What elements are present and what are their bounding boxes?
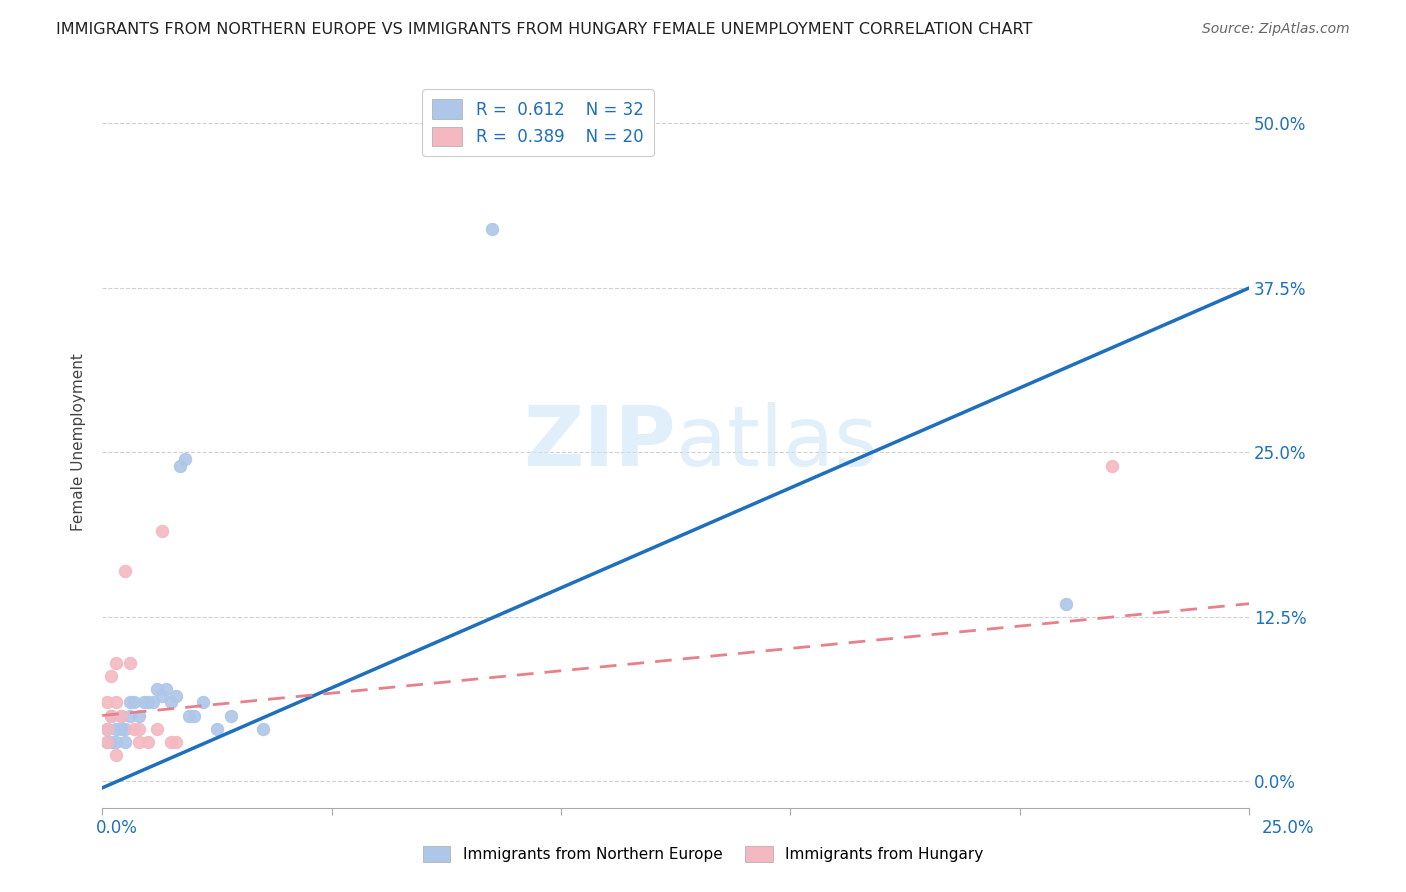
Point [142, 695, 165, 709]
Point [104, 722, 127, 736]
Point [96, 695, 118, 709]
Point [96, 735, 118, 749]
Point [150, 524, 173, 539]
Point [160, 695, 183, 709]
Text: ZIP: ZIP [523, 402, 676, 483]
Point [165, 735, 187, 749]
Text: IMMIGRANTS FROM NORTHERN EUROPE VS IMMIGRANTS FROM HUNGARY FEMALE UNEMPLOYMENT C: IMMIGRANTS FROM NORTHERN EUROPE VS IMMIG… [56, 22, 1032, 37]
Point [1054, 597, 1077, 611]
Point [100, 708, 122, 723]
Legend: R =  0.612    N = 32, R =  0.389    N = 20: R = 0.612 N = 32, R = 0.389 N = 20 [422, 89, 654, 156]
Point [150, 689, 173, 703]
Point [132, 695, 155, 709]
Point [169, 458, 191, 473]
Point [205, 722, 228, 736]
Point [114, 722, 136, 736]
Point [118, 708, 141, 723]
Point [173, 452, 195, 467]
Point [104, 656, 127, 670]
Point [104, 695, 127, 709]
Point [104, 735, 127, 749]
Point [100, 735, 122, 749]
Point [104, 747, 127, 762]
Point [219, 708, 242, 723]
Point [165, 689, 187, 703]
Y-axis label: Female Unemployment: Female Unemployment [72, 353, 86, 532]
Point [100, 708, 122, 723]
Point [136, 695, 159, 709]
Point [124, 722, 146, 736]
Point [96, 722, 118, 736]
Point [96, 735, 118, 749]
Text: 25.0%: 25.0% [1263, 819, 1315, 837]
Point [183, 708, 205, 723]
Text: atlas: atlas [676, 402, 877, 483]
Point [110, 708, 132, 723]
Point [252, 722, 274, 736]
Text: Source: ZipAtlas.com: Source: ZipAtlas.com [1202, 22, 1350, 37]
Point [179, 708, 201, 723]
Point [110, 722, 132, 736]
Point [128, 735, 150, 749]
Point [118, 695, 141, 709]
Point [136, 735, 159, 749]
Point [155, 682, 177, 697]
Point [128, 708, 150, 723]
Point [146, 682, 169, 697]
Legend: Immigrants from Northern Europe, Immigrants from Hungary: Immigrants from Northern Europe, Immigra… [416, 840, 990, 868]
Point [146, 722, 169, 736]
Point [96, 722, 118, 736]
Point [118, 656, 141, 670]
Point [100, 669, 122, 683]
Point [191, 695, 214, 709]
Point [481, 221, 503, 235]
Point [114, 735, 136, 749]
Point [1101, 458, 1123, 473]
Text: 0.0%: 0.0% [96, 819, 138, 837]
Point [110, 708, 132, 723]
Point [124, 695, 146, 709]
Point [114, 564, 136, 578]
Point [128, 722, 150, 736]
Point [160, 735, 183, 749]
